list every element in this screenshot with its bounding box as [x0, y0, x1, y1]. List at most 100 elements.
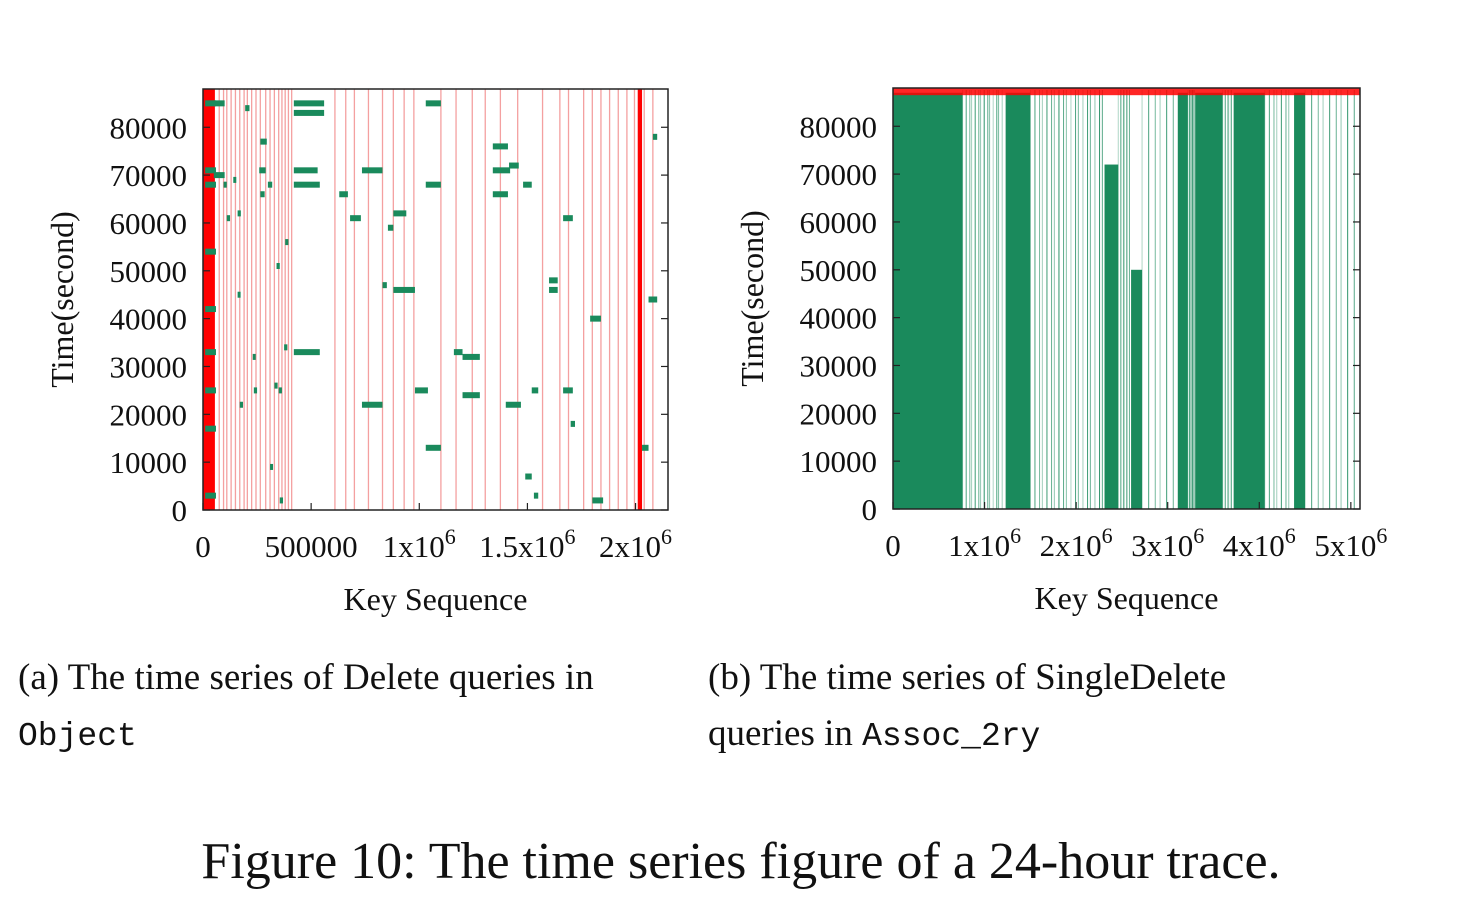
chart-a-point-cluster-21	[259, 167, 266, 174]
chart-a-point-cluster-4	[205, 306, 216, 313]
chart-a-ytick-label-8: 80000	[110, 110, 188, 145]
chart-a-point-cluster-43	[393, 286, 415, 293]
chart-b-frame	[892, 87, 1361, 510]
chart-b-ytick-label-4: 40000	[800, 301, 878, 336]
chart-a-point-cluster-12	[226, 215, 231, 222]
chart-b-dense-block-4	[1177, 92, 1188, 509]
chart-a-point-cluster-46	[425, 181, 441, 188]
chart-b-stripe-region-3	[1141, 90, 1174, 509]
chart-b-ytick-label-7: 70000	[800, 157, 878, 192]
chart-a-point-cluster-58	[531, 387, 539, 394]
chart-a-ytick-label-2: 20000	[110, 397, 188, 432]
chart-a-point-cluster-27	[278, 387, 282, 394]
chart-a-point-cluster-17	[245, 105, 250, 112]
chart-b-dense-block-7	[1294, 92, 1306, 509]
chart-b-stripe-region-7	[1304, 90, 1355, 509]
chart-b-ytick-label-1: 10000	[800, 444, 878, 479]
chart-a-point-cluster-22	[260, 191, 265, 198]
chart-a-ytick-label-7: 70000	[110, 158, 188, 193]
chart-b-ytick-label-0: 0	[862, 492, 878, 527]
chart-a-point-cluster-29	[284, 344, 288, 351]
chart-a-point-cluster-39	[361, 401, 383, 408]
subcaption-b-text: The time series of SingleDelete	[759, 657, 1227, 698]
chart-a-red-band-1	[637, 89, 643, 510]
chart-a-ytick-label-0: 0	[172, 493, 188, 528]
subcaption-b-prefix: (b)	[708, 657, 752, 698]
chart-a-point-cluster-56	[523, 181, 532, 188]
chart-a-point-cluster-3	[205, 248, 216, 255]
chart-a-point-cluster-9	[213, 100, 225, 107]
chart-b-ytick-label-8: 80000	[800, 109, 878, 144]
chart-b-dense-block-3	[1131, 269, 1143, 509]
chart-a-point-cluster-41	[387, 224, 394, 231]
chart-b-stripe-region-0	[962, 90, 1003, 509]
chart-b-stripe-region-5	[1222, 90, 1232, 509]
chart-a-point-cluster-28	[279, 497, 284, 504]
chart-a-point-cluster-31	[293, 100, 325, 107]
chart-a-ytick-label-3: 30000	[110, 349, 188, 384]
chart-b-dense-block-6	[1233, 92, 1265, 509]
chart-a-point-cluster-16	[239, 401, 244, 408]
chart-b-xtick-label-3: 3x106	[1131, 523, 1204, 563]
chart-a-point-cluster-54	[509, 162, 519, 169]
chart-b-stripe-region-4	[1187, 90, 1195, 509]
subcaption-b-dataset: Assoc_2ry	[862, 718, 1041, 755]
chart-a-point-cluster-20	[260, 138, 267, 145]
chart-a-point-cluster-52	[492, 167, 511, 174]
chart-a-point-cluster-34	[293, 181, 320, 188]
chart-a-point-cluster-19	[253, 387, 258, 394]
chart-a-point-cluster-65	[590, 315, 601, 322]
chart-a-point-cluster-68	[652, 133, 658, 140]
chart-a-point-cluster-33	[293, 167, 318, 174]
chart-a-point-cluster-5	[205, 349, 216, 356]
chart-b-ytick-label-2: 20000	[800, 396, 878, 431]
chart-b-xtick-label-4: 4x106	[1223, 523, 1296, 563]
chart-a-point-cluster-60	[549, 277, 558, 284]
chart-b-ytick-label-5: 50000	[800, 253, 878, 288]
chart-b-ytick-label-3: 30000	[800, 348, 878, 383]
chart-b-xtick-label-1: 1x106	[948, 523, 1021, 563]
chart-a-point-cluster-26	[276, 263, 280, 270]
chart-a-ytick-label-4: 40000	[110, 302, 188, 337]
chart-a-point-cluster-66	[592, 497, 604, 504]
subcaption-b: (b) The time series of SingleDelete quer…	[708, 650, 1404, 765]
subcaption-a-text: The time series of Delete queries in	[67, 657, 594, 698]
chart-a-point-cluster-40	[382, 282, 387, 289]
chart-a-point-cluster-36	[339, 191, 348, 198]
chart-a-point-cluster-24	[270, 463, 274, 470]
chart-b-dense-block-0	[893, 92, 963, 509]
chart-a-ytick-label-6: 60000	[110, 206, 188, 241]
chart-a-point-cluster-23	[267, 181, 273, 188]
chart-a-point-cluster-42	[393, 210, 407, 217]
chart-a-point-cluster-47	[425, 444, 441, 451]
chart-a-point-cluster-63	[563, 387, 573, 394]
chart-b-dense-block-5	[1195, 92, 1223, 509]
chart-a-point-cluster-37	[350, 215, 361, 222]
chart-a-point-cluster-6	[205, 387, 216, 394]
chart-a-point-cluster-57	[525, 473, 532, 480]
chart-panel-a: 0 10000 20000 30000 40000 50000 60000 70000 8000…	[0, 60, 720, 620]
subcaption-a-prefix: (a)	[18, 657, 60, 698]
chart-b-stripe-region-1	[1029, 90, 1103, 509]
chart-a-point-cluster-1	[205, 167, 216, 174]
chart-a-point-cluster-62	[563, 215, 573, 222]
chart-a-point-cluster-25	[274, 382, 278, 389]
chart-a-svg: 0 10000 20000 30000 40000 50000 60000 70000 8000…	[44, 88, 672, 617]
chart-a-point-cluster-8	[205, 492, 216, 499]
chart-b-xlabel: Key Sequence	[1035, 580, 1219, 616]
chart-b-xtick-label-0: 0	[885, 528, 901, 563]
chart-a-xtick-label-3: 1.5x106	[479, 524, 575, 564]
chart-a-plot-area	[203, 89, 668, 510]
chart-a-xtick-label-1: 500000	[265, 529, 358, 564]
chart-b-ylabel: Time(second)	[734, 210, 770, 387]
chart-a-point-cluster-14	[237, 210, 241, 217]
chart-a-point-cluster-30	[285, 239, 289, 246]
chart-a-point-cluster-38	[361, 167, 383, 174]
chart-a-point-cluster-55	[505, 401, 521, 408]
chart-a-xtick-label-2: 1x106	[383, 524, 456, 564]
chart-a-frame	[202, 88, 669, 511]
chart-a-point-cluster-35	[293, 349, 320, 356]
chart-a-point-cluster-64	[570, 420, 575, 427]
chart-b-ytick-label-6: 60000	[800, 205, 878, 240]
chart-b-xtick-label-5: 5x106	[1314, 523, 1387, 563]
